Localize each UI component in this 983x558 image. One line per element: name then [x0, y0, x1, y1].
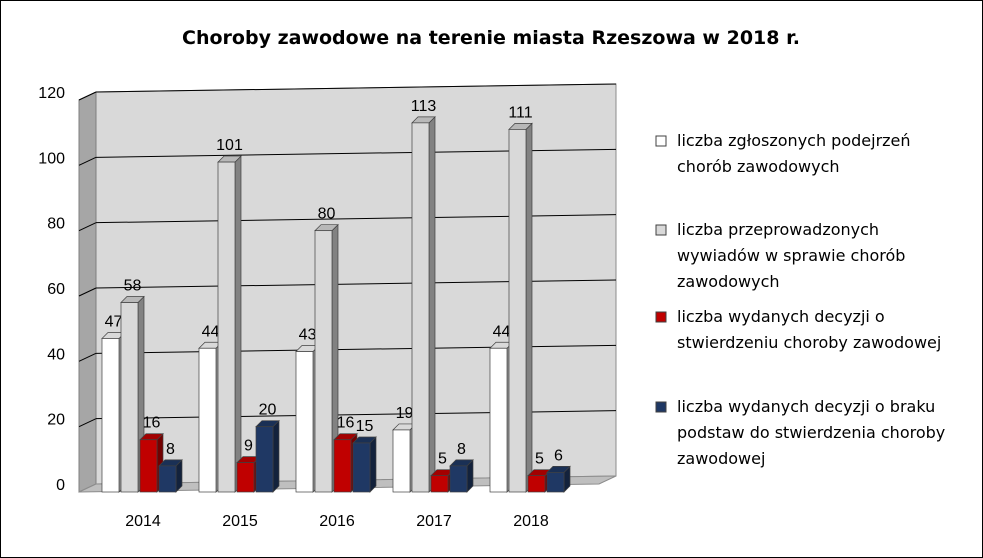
gridline-side [78, 222, 97, 232]
legend-swatch [655, 401, 667, 413]
bar [411, 122, 430, 493]
data-label: 43 [299, 327, 317, 344]
data-label: 20 [259, 402, 277, 419]
y-tick-label: 0 [56, 477, 65, 494]
legend-label: liczba przeprowadzonych [677, 220, 879, 239]
y-tick-label: 100 [38, 150, 65, 167]
bar [527, 475, 546, 493]
bar-side [369, 436, 377, 493]
data-label: 113 [411, 98, 437, 115]
legend-swatch [655, 311, 667, 323]
bar [333, 439, 352, 493]
legend-swatch [655, 224, 667, 236]
x-tick-label: 2018 [513, 513, 549, 530]
bar-side [272, 419, 280, 493]
y-tick-label: 120 [38, 85, 65, 102]
bar [449, 465, 468, 493]
data-label: 8 [166, 441, 175, 458]
y-tick-label: 40 [47, 346, 65, 363]
legend-label: zawodowej [677, 449, 765, 468]
legend-label: liczba wydanych decyzji o braku [677, 397, 935, 416]
plot-area: 0204060801001204758168201444101920201543… [38, 83, 617, 530]
chart-title: Choroby zawodowe na terenie miasta Rzesz… [182, 27, 800, 49]
x-tick-label: 2016 [319, 513, 355, 530]
legend-label: wywiadów w sprawie chorób [677, 246, 905, 265]
bar [139, 439, 158, 493]
gridline-side [78, 418, 97, 428]
bar-side [234, 155, 242, 493]
legend-label: podstaw do stwierdzenia choroby [677, 423, 945, 442]
bar [352, 442, 371, 493]
data-label: 80 [318, 206, 336, 223]
bar [508, 129, 527, 493]
data-label: 58 [124, 278, 142, 295]
bar [101, 338, 120, 493]
data-label: 101 [216, 137, 243, 154]
bar [489, 347, 508, 493]
y-tick-label: 80 [47, 216, 65, 233]
legend: liczba zgłoszonych podejrzeń chorób zawod… [655, 131, 945, 468]
data-label: 111 [508, 104, 532, 121]
bar [198, 347, 217, 493]
gridline [95, 83, 617, 93]
data-label: 47 [105, 313, 123, 330]
data-label: 19 [396, 405, 414, 422]
bar-side [525, 122, 533, 493]
gridline-side [78, 287, 97, 297]
legend-label: stwierdzeniu choroby zawodowej [677, 333, 941, 352]
data-label: 44 [202, 323, 220, 340]
y-tick-label: 60 [47, 281, 65, 298]
bar [295, 351, 314, 493]
gridline-side [78, 352, 97, 362]
data-label: 8 [457, 441, 466, 458]
legend-label: liczba zgłoszonych podejrzeń [677, 131, 911, 150]
bar [546, 472, 565, 493]
legend-swatch [655, 135, 667, 147]
data-label: 44 [493, 323, 511, 340]
bar [217, 161, 236, 493]
bar [120, 302, 139, 493]
data-label: 6 [554, 447, 563, 464]
legend-label: chorób zawodowych [677, 157, 840, 176]
bar [430, 475, 449, 493]
data-label: 16 [337, 415, 355, 432]
data-label: 9 [244, 438, 253, 455]
bar [236, 462, 255, 493]
gridline-side [78, 156, 97, 166]
bar [392, 429, 411, 493]
bar [255, 426, 274, 493]
y-tick-label: 20 [47, 412, 65, 429]
legend-label: liczba wydanych decyzji o [677, 307, 885, 326]
gridline-side [78, 91, 97, 101]
x-tick-label: 2014 [125, 513, 161, 530]
bar [158, 465, 177, 493]
data-label: 5 [438, 451, 447, 468]
data-label: 16 [143, 415, 161, 432]
legend-label: zawodowych [677, 272, 780, 291]
bar-side [428, 116, 436, 493]
x-tick-label: 2017 [416, 513, 452, 530]
data-label: 15 [356, 418, 374, 435]
data-label: 5 [535, 451, 544, 468]
x-tick-label: 2015 [222, 513, 258, 530]
bar [314, 230, 333, 493]
